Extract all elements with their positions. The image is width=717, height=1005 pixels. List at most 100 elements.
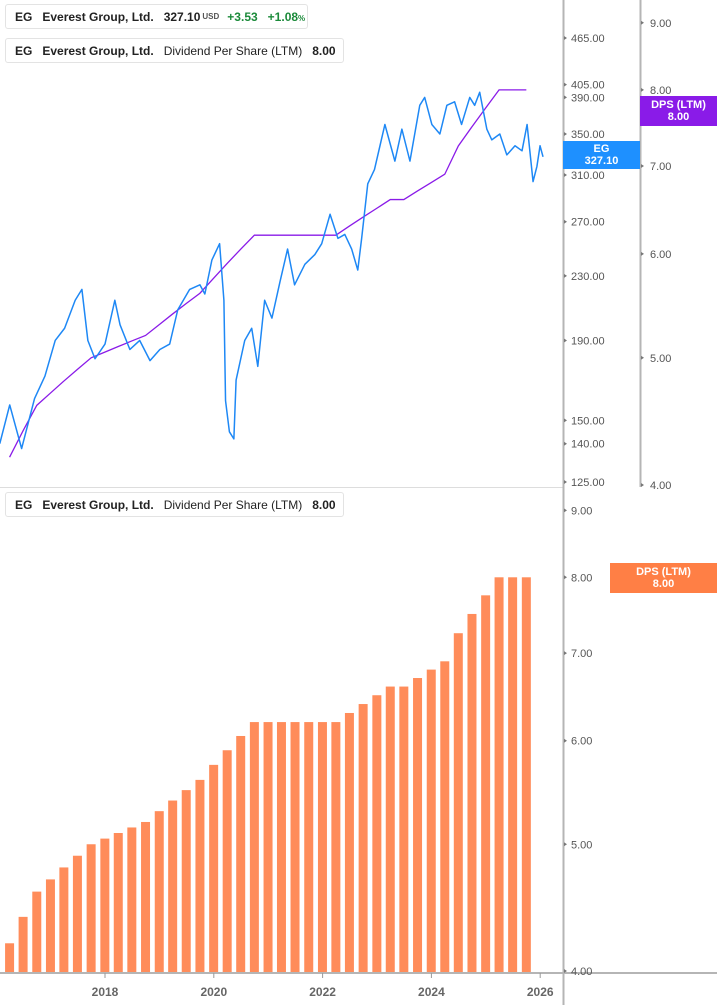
dps-bar [453,633,463,972]
y-tick-mark [564,338,567,343]
y-tick-mark [564,441,567,446]
y-tick-label: 8.00 [571,572,592,584]
legend-dps-bottom[interactable]: EG Everest Group, Ltd. Dividend Per Shar… [5,492,344,517]
y-tick-mark [564,969,567,973]
dps-tag-value: 8.00 [652,578,675,590]
y-tick-mark [564,508,567,513]
dps-bar [86,844,96,972]
y-tick-label: 4.00 [650,480,671,492]
y-tick-label: 150.00 [571,415,605,427]
dps-bar [5,943,15,972]
legend-change-pct-value: +1.08 [267,9,299,24]
x-tick-label: 2018 [92,985,119,999]
legend-ticker: EG [15,9,33,24]
legend-pct-sign: % [298,13,306,23]
y-tick-mark [564,95,567,100]
y-tick-label: 270.00 [571,217,605,229]
dps-bar [209,764,219,972]
dps-bar [481,595,491,972]
dps-bar [222,750,232,972]
y-tick-mark [641,87,644,92]
dps-bar [263,722,273,972]
dps-bar [113,833,123,972]
y-tick-mark [564,842,567,847]
dps-bar [440,661,450,972]
price-line [0,91,544,450]
dps-line [8,89,527,458]
dps-bar [372,695,382,972]
dps-bar [127,827,137,972]
y-tick-mark [641,164,644,169]
dps-bar [32,891,42,972]
dps-bar [426,669,436,972]
legend-ticker: EG [15,43,33,58]
legend-company: Everest Group, Ltd. [42,497,154,512]
y-tick-label: 140.00 [571,439,605,451]
y-tick-mark [564,480,567,484]
y-tick-label: 7.00 [571,648,592,660]
legend-ticker: EG [15,497,33,512]
legend-price[interactable]: EG Everest Group, Ltd. 327.10 USD +3.53 … [5,4,308,29]
y-tick-label: 9.00 [571,505,592,517]
y-tick-label: 9.00 [650,18,671,30]
y-tick-mark [641,355,644,360]
y-tick-mark [564,418,567,423]
legend-dps-top[interactable]: EG Everest Group, Ltd. Dividend Per Shar… [5,38,344,63]
dps-bar [141,821,151,972]
y-tick-mark [564,219,567,224]
y-tick-label: 465.00 [571,33,605,45]
y-tick-label: 125.00 [571,477,605,489]
dps-bar [385,686,395,972]
legend-change-pct: +1.08% [268,10,306,24]
dps-tag-value: 8.00 [667,111,690,123]
dps-top-tag: DPS (LTM) 8.00 [640,96,717,126]
y-tick-label: 350.00 [571,129,605,141]
dps-bar [358,704,368,972]
y-tick-mark [564,575,567,580]
legend-value: 8.00 [312,43,336,58]
x-tick-label: 2026 [527,985,554,999]
dps-bar [249,722,259,972]
y-tick-label: 8.00 [650,85,671,97]
legend-metric: Dividend Per Share (LTM) [163,497,303,512]
dps-bar [508,577,518,972]
dps-bar [195,779,205,972]
y-tick-mark [564,738,567,743]
y-tick-label: 405.00 [571,80,605,92]
dps-bar [276,722,286,972]
y-tick-label: 390.00 [571,92,605,104]
dps-tag-label: DPS (LTM) [636,566,691,578]
dps-bar [236,735,246,972]
legend-price-value: 327.10 [163,9,201,24]
y-tick-label: 5.00 [650,353,671,365]
dps-bar [18,916,28,972]
y-tick-label: 230.00 [571,271,605,283]
price-tag: EG 327.10 [563,141,640,169]
dps-bar [317,722,327,972]
dps-bottom-tag: DPS (LTM) 8.00 [610,563,717,593]
dps-bar [100,838,110,972]
dps-bar [290,722,300,972]
y-tick-label: 6.00 [650,249,671,261]
dps-bar [413,678,423,972]
y-tick-mark [564,273,567,278]
y-tick-mark [641,20,644,25]
y-tick-mark [564,35,567,40]
dps-bar [304,722,314,972]
legend-company: Everest Group, Ltd. [42,9,154,24]
x-tick-label: 2022 [309,985,336,999]
y-tick-label: 190.00 [571,335,605,347]
legend-value: 8.00 [312,497,336,512]
y-tick-label: 6.00 [571,736,592,748]
y-tick-mark [641,483,644,487]
y-tick-mark [564,131,567,136]
legend-metric: Dividend Per Share (LTM) [163,43,303,58]
y-tick-label: 4.00 [571,966,592,978]
dps-bar [168,800,178,972]
dps-bar [331,722,341,972]
dps-bar [494,577,504,972]
dps-bar [467,613,477,972]
dps-bar [181,790,191,972]
dps-bar [72,855,82,972]
